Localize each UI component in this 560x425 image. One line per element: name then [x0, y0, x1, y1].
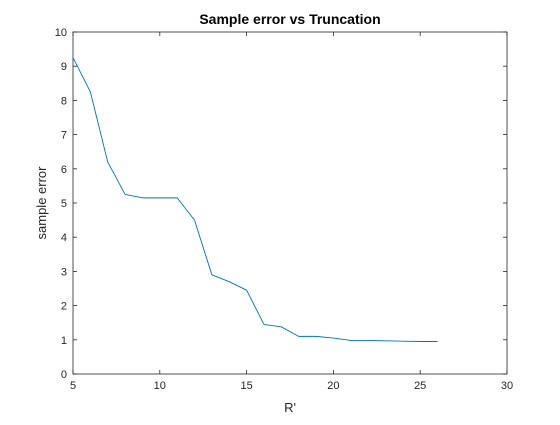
y-tick-label: 6 — [61, 164, 67, 176]
x-tick-label: 15 — [240, 380, 252, 392]
y-axis-label: sample error — [34, 166, 49, 240]
x-tick-label: 30 — [501, 380, 513, 392]
y-tick-label: 7 — [61, 130, 67, 142]
axes: 5 10 15 20 25 30 0 1 2 3 4 5 6 7 8 9 10 — [55, 27, 513, 392]
y-tick-label: 0 — [61, 369, 67, 381]
x-tick-label: 5 — [70, 380, 76, 392]
plot-area — [73, 32, 507, 374]
x-tick-label: 10 — [154, 380, 166, 392]
y-tick-label: 3 — [61, 266, 67, 278]
y-tick-label: 5 — [61, 198, 67, 210]
y-tick-label: 8 — [61, 95, 67, 107]
x-tick-label: 20 — [327, 380, 339, 392]
series-line — [72, 57, 438, 342]
series-layer — [72, 57, 438, 342]
y-tick-label: 2 — [61, 301, 67, 313]
x-tick-label: 25 — [414, 380, 426, 392]
chart-title: Sample error vs Truncation — [199, 11, 380, 27]
y-tick-label: 1 — [61, 335, 67, 347]
y-tick-label: 4 — [61, 232, 67, 244]
x-axis-label: R' — [284, 400, 296, 415]
y-tick-label: 10 — [55, 27, 67, 39]
y-tick-label: 9 — [61, 61, 67, 73]
